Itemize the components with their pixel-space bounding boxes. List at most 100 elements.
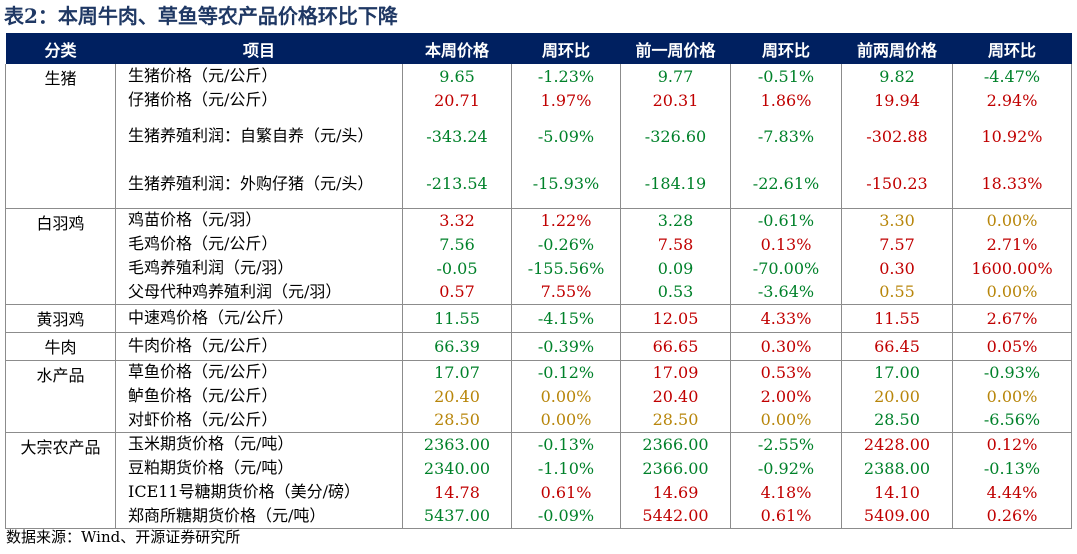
change-cell: -4.47%	[952, 64, 1072, 88]
item-cell: 父母代种鸡养殖利润（元/羽）	[115, 280, 403, 305]
category-cell: 大宗农产品	[5, 432, 116, 529]
price-cell: 28.50	[841, 408, 953, 433]
price-cell: 7.57	[841, 232, 953, 256]
change-cell: -3.64%	[730, 280, 842, 305]
change-cell: -0.92%	[730, 456, 842, 480]
change-cell: -2.55%	[730, 432, 842, 456]
change-cell: -70.00%	[730, 256, 842, 280]
change-cell: -155.56%	[511, 256, 621, 280]
change-cell: -0.61%	[730, 208, 842, 232]
header-row: 分类 项目 本周价格 周环比 前一周价格 周环比 前两周价格 周环比	[5, 33, 1072, 64]
table-row: 对虾价格（元/公斤） 28.50 0.00% 28.50 0.00% 28.50 -6.56…	[6, 408, 1072, 433]
change-cell: -0.51%	[730, 64, 842, 88]
change-cell: -4.15%	[511, 304, 621, 333]
price-cell: 3.30	[841, 208, 953, 232]
change-cell: 0.61%	[730, 504, 842, 529]
table-row: ICE11号糖期货价格（美分/磅） 14.78 0.61% 14.69 4.18% 14.…	[6, 480, 1072, 504]
price-cell: 14.10	[841, 480, 953, 504]
price-cell: 20.40	[402, 384, 512, 408]
price-cell: 28.50	[620, 408, 731, 433]
price-cell: 28.50	[402, 408, 512, 433]
change-cell: -22.61%	[730, 160, 842, 209]
change-cell: 0.13%	[730, 232, 842, 256]
change-cell: 0.05%	[952, 332, 1072, 361]
price-cell: -184.19	[620, 160, 731, 209]
price-cell: 0.09	[620, 256, 731, 280]
change-cell: 4.44%	[952, 480, 1072, 504]
change-cell: -7.83%	[730, 112, 842, 160]
item-cell: 对虾价格（元/公斤）	[115, 408, 403, 433]
table-row: 白羽鸡 鸡苗价格（元/羽） 3.32 1.22% 3.28 -0.61% 3.30 0.00%	[5, 208, 1072, 305]
price-cell: 9.65	[402, 64, 512, 88]
price-cell: 11.55	[841, 304, 953, 333]
table-row: 仔猪价格（元/公斤） 20.71 1.97% 20.31 1.86% 19.94 2.94%	[6, 88, 1072, 112]
change-cell: 1.22%	[511, 208, 621, 232]
header-wow-2: 周环比	[730, 33, 842, 64]
change-cell: 0.00%	[511, 384, 621, 408]
header-this-week-price: 本周价格	[402, 33, 512, 64]
header-wow-1: 周环比	[511, 33, 621, 64]
item-cell: 生猪养殖利润：自繁自养（元/头）	[115, 112, 403, 160]
table-row: 黄羽鸡 中速鸡价格（元/公斤） 11.55 -4.15% 12.05 4.33% 11.55…	[5, 304, 1072, 333]
category-cell: 牛肉	[5, 332, 116, 361]
price-cell: 5442.00	[620, 504, 731, 529]
header-category: 分类	[5, 33, 116, 64]
change-cell: 2.00%	[730, 384, 842, 408]
price-cell: 12.05	[620, 304, 731, 333]
price-cell: 11.55	[402, 304, 512, 333]
category-cell: 生猪	[5, 64, 116, 209]
table-row: 牛肉 牛肉价格（元/公斤） 66.39 -0.39% 66.65 0.30% 66.45 0.…	[5, 332, 1072, 361]
category-cell: 水产品	[5, 360, 116, 433]
price-cell: 20.71	[402, 88, 512, 112]
table-row: 大宗农产品 玉米期货价格（元/吨） 2363.00 -0.13% 2366.00 -2.5…	[5, 432, 1072, 529]
change-cell: -0.93%	[952, 360, 1072, 384]
price-cell: 7.58	[620, 232, 731, 256]
change-cell: 1600.00%	[952, 256, 1072, 280]
price-cell: 14.69	[620, 480, 731, 504]
item-cell: 中速鸡价格（元/公斤）	[115, 304, 403, 333]
table-row: 生猪 生猪价格（元/公斤） 9.65 -1.23% 9.77 -0.51% 9.82 -4.4…	[5, 64, 1072, 209]
change-cell: 0.12%	[952, 432, 1072, 456]
item-cell: 鸡苗价格（元/羽）	[115, 208, 403, 232]
change-cell: 2.94%	[952, 88, 1072, 112]
price-cell: 9.77	[620, 64, 731, 88]
price-table: 分类 项目 本周价格 周环比 前一周价格 周环比 前两周价格 周环比 生猪 生猪价…	[5, 33, 1072, 529]
change-cell: 0.00%	[952, 208, 1072, 232]
price-cell: 19.94	[841, 88, 953, 112]
price-cell: -213.54	[402, 160, 512, 209]
item-cell: 豆粕期货价格（元/吨）	[115, 456, 403, 480]
table-body: 生猪 生猪价格（元/公斤） 9.65 -1.23% 9.77 -0.51% 9.82 -4.4…	[5, 64, 1072, 529]
item-cell: 草鱼价格（元/公斤）	[115, 360, 403, 384]
price-cell: 2428.00	[841, 432, 953, 456]
change-cell: -5.09%	[511, 112, 621, 160]
change-cell: -0.12%	[511, 360, 621, 384]
price-cell: 3.28	[620, 208, 731, 232]
price-cell: 17.09	[620, 360, 731, 384]
price-cell: 2388.00	[841, 456, 953, 480]
price-cell: 20.31	[620, 88, 731, 112]
change-cell: 0.61%	[511, 480, 621, 504]
table-row: 父母代种鸡养殖利润（元/羽） 0.57 7.55% 0.53 -3.64% 0.55 0.0…	[6, 280, 1072, 305]
price-cell: -343.24	[402, 112, 512, 160]
change-cell: 18.33%	[952, 160, 1072, 209]
price-cell: 3.32	[402, 208, 512, 232]
change-cell: 4.33%	[730, 304, 842, 333]
price-cell: -302.88	[841, 112, 953, 160]
header-wow-3: 周环比	[952, 33, 1072, 64]
change-cell: -6.56%	[952, 408, 1072, 433]
item-cell: ICE11号糖期货价格（美分/磅）	[115, 480, 403, 504]
change-cell: 0.00%	[952, 384, 1072, 408]
change-cell: -15.93%	[511, 160, 621, 209]
price-cell: 2340.00	[402, 456, 512, 480]
price-cell: 9.82	[841, 64, 953, 88]
change-cell: 0.26%	[952, 504, 1072, 529]
item-cell: 生猪养殖利润：外购仔猪（元/头）	[115, 160, 403, 209]
change-cell: -1.10%	[511, 456, 621, 480]
change-cell: -0.13%	[511, 432, 621, 456]
table-row: 豆粕期货价格（元/吨） 2340.00 -1.10% 2366.00 -0.92% 238…	[6, 456, 1072, 480]
price-cell: 17.00	[841, 360, 953, 384]
price-cell: 0.57	[402, 280, 512, 305]
header-prev-week-price: 前一周价格	[620, 33, 731, 64]
item-cell: 玉米期货价格（元/吨）	[115, 432, 403, 456]
item-cell: 鲈鱼价格（元/公斤）	[115, 384, 403, 408]
